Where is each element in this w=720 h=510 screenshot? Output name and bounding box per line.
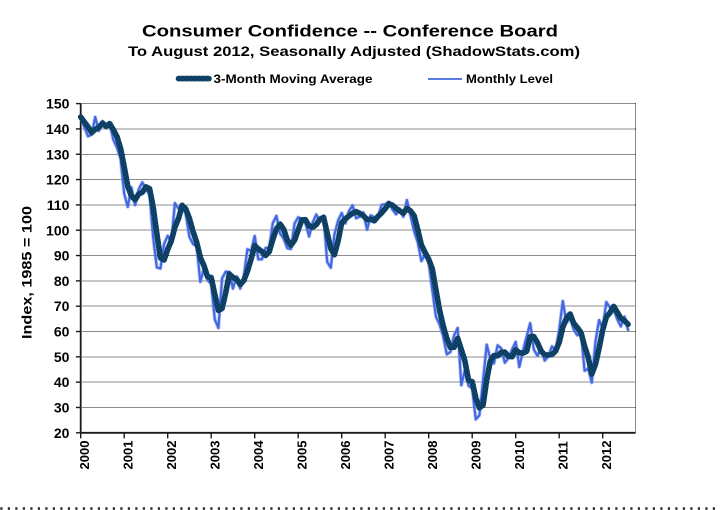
svg-text:110: 110 [47, 197, 70, 213]
svg-text:40: 40 [54, 374, 70, 390]
svg-text:2006: 2006 [338, 441, 353, 470]
svg-text:2001: 2001 [121, 441, 136, 470]
svg-text:80: 80 [54, 273, 70, 289]
svg-text:30: 30 [54, 400, 70, 416]
svg-text:Monthly Level: Monthly Level [466, 72, 553, 86]
svg-text:To August 2012, Seasonally Adj: To August 2012, Seasonally Adjusted (Sha… [128, 43, 580, 59]
svg-text:70: 70 [54, 298, 70, 314]
svg-text:60: 60 [54, 324, 70, 340]
svg-text:2005: 2005 [295, 441, 310, 470]
svg-text:100: 100 [46, 222, 70, 238]
svg-text:2003: 2003 [208, 441, 223, 470]
svg-text:20: 20 [54, 425, 70, 441]
svg-text:2009: 2009 [469, 441, 484, 470]
svg-text:140: 140 [46, 121, 70, 137]
svg-text:3-Month Moving Average: 3-Month Moving Average [214, 72, 373, 86]
svg-text:50: 50 [54, 349, 70, 365]
svg-text:150: 150 [46, 96, 70, 112]
svg-text:Consumer Confidence -- Confere: Consumer Confidence -- Conference Board [142, 22, 558, 41]
svg-text:2011: 2011 [556, 441, 571, 469]
svg-text:2008: 2008 [425, 441, 440, 470]
svg-text:2007: 2007 [382, 441, 397, 470]
svg-text:130: 130 [46, 146, 70, 162]
svg-text:2004: 2004 [251, 440, 266, 470]
svg-text:Index, 1985 = 100: Index, 1985 = 100 [19, 206, 35, 339]
svg-text:2002: 2002 [164, 441, 179, 470]
svg-text:2012: 2012 [599, 441, 614, 470]
svg-text:2000: 2000 [77, 441, 92, 470]
svg-text:120: 120 [46, 172, 70, 188]
svg-text:2010: 2010 [512, 441, 527, 470]
svg-text:90: 90 [54, 248, 70, 264]
